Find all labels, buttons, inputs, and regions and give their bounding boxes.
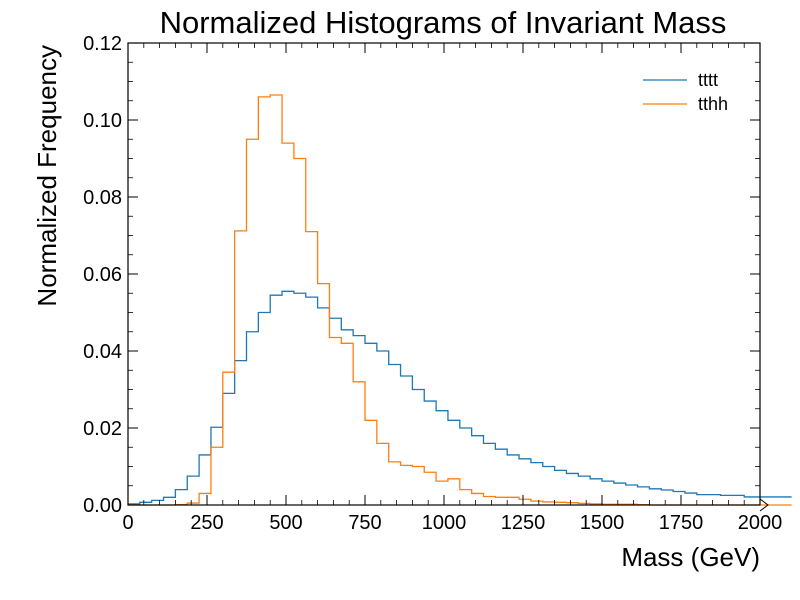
x-tick-label: 250 <box>190 512 223 534</box>
y-tick-label: 0.08 <box>83 187 122 209</box>
y-tick-label: 0.04 <box>83 341 122 363</box>
x-axis-arrow <box>759 498 769 512</box>
chart-title: Normalized Histograms of Invariant Mass <box>160 5 727 40</box>
histogram-series-tttt <box>128 290 792 505</box>
x-tick-label: 1500 <box>580 512 625 534</box>
x-tick-label: 500 <box>269 512 302 534</box>
x-tick-label: 750 <box>348 512 381 534</box>
x-tick-label: 2000 <box>738 512 783 534</box>
histogram-series-tthh <box>128 94 792 506</box>
y-axis-label: Normalized Frequency <box>32 45 62 307</box>
plot-area: 0 250 500 750 1000 1250 1500 1750 2000 0.00 0.02 0.… <box>83 33 792 534</box>
y-tick-label: 0.06 <box>83 264 122 286</box>
x-axis-label: Mass (GeV) <box>621 542 760 572</box>
x-tick-label: 0 <box>122 512 133 534</box>
y-tick-label: 0.02 <box>83 418 122 440</box>
legend-label-1: tthh <box>698 94 728 114</box>
x-tick-label: 1750 <box>659 512 704 534</box>
y-tick-label: 0.00 <box>83 495 122 517</box>
legend: tttt tthh <box>643 70 728 114</box>
legend-label-0: tttt <box>698 70 718 90</box>
y-tick-label: 0.10 <box>83 110 122 132</box>
x-tick-label: 1000 <box>422 512 467 534</box>
x-tick-label: 1250 <box>501 512 546 534</box>
y-tick-label: 0.12 <box>83 33 122 55</box>
